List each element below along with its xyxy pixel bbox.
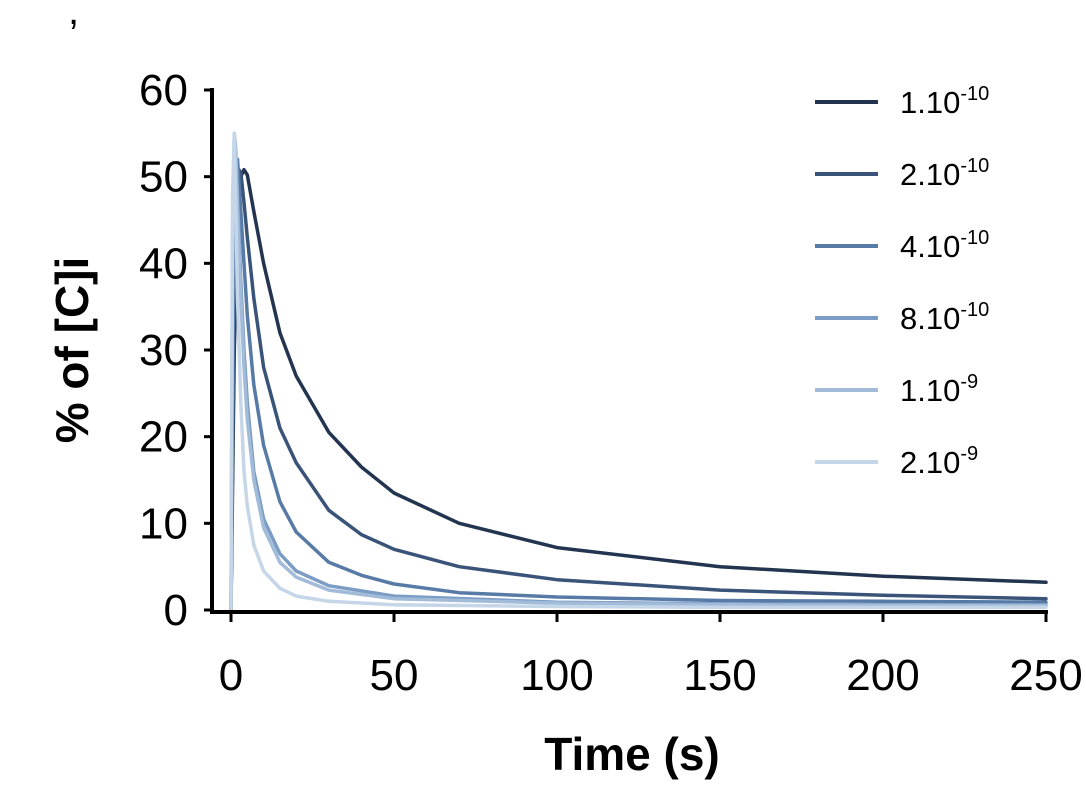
x-tick-label: 100 xyxy=(520,651,593,700)
legend-label-6: 2.10-9 xyxy=(900,443,978,480)
y-tick-label: 10 xyxy=(139,499,188,548)
x-axis-title: Time (s) xyxy=(544,728,720,780)
stray-comma-mark: , xyxy=(68,0,79,33)
y-tick-label: 40 xyxy=(139,239,188,288)
x-tick-label: 150 xyxy=(683,651,756,700)
y-axis-ticks: 0 10 20 30 40 50 60 xyxy=(139,66,212,635)
legend-label-5: 1.10-9 xyxy=(900,371,978,408)
series-line-5 xyxy=(229,131,1048,612)
y-axis-title: % of [C]i xyxy=(46,257,98,444)
legend-label-4: 8.10-10 xyxy=(900,299,989,336)
legend-label-1: 1.10-10 xyxy=(900,83,989,120)
y-tick-label: 50 xyxy=(139,153,188,202)
x-tick-label: 200 xyxy=(846,651,919,700)
series-layer xyxy=(229,131,1048,612)
series-line-3 xyxy=(229,157,1048,612)
legend-label-3: 4.10-10 xyxy=(900,227,989,264)
legend-label-2: 2.10-10 xyxy=(900,155,989,192)
y-tick-label: 0 xyxy=(164,586,188,635)
x-axis-ticks: 0 50 100 150 200 250 xyxy=(219,612,1083,700)
series-line-2 xyxy=(229,166,1048,612)
series-line-6 xyxy=(229,131,1048,612)
y-tick-label: 60 xyxy=(139,66,188,115)
x-tick-label: 0 xyxy=(219,651,243,700)
legend: 1.10-10 2.10-10 4.10-10 8.10-10 1.10-9 2.10-9 xyxy=(815,83,989,480)
y-tick-label: 20 xyxy=(139,413,188,462)
y-tick-label: 30 xyxy=(139,326,188,375)
x-tick-label: 50 xyxy=(370,651,419,700)
x-tick-label: 250 xyxy=(1009,651,1082,700)
